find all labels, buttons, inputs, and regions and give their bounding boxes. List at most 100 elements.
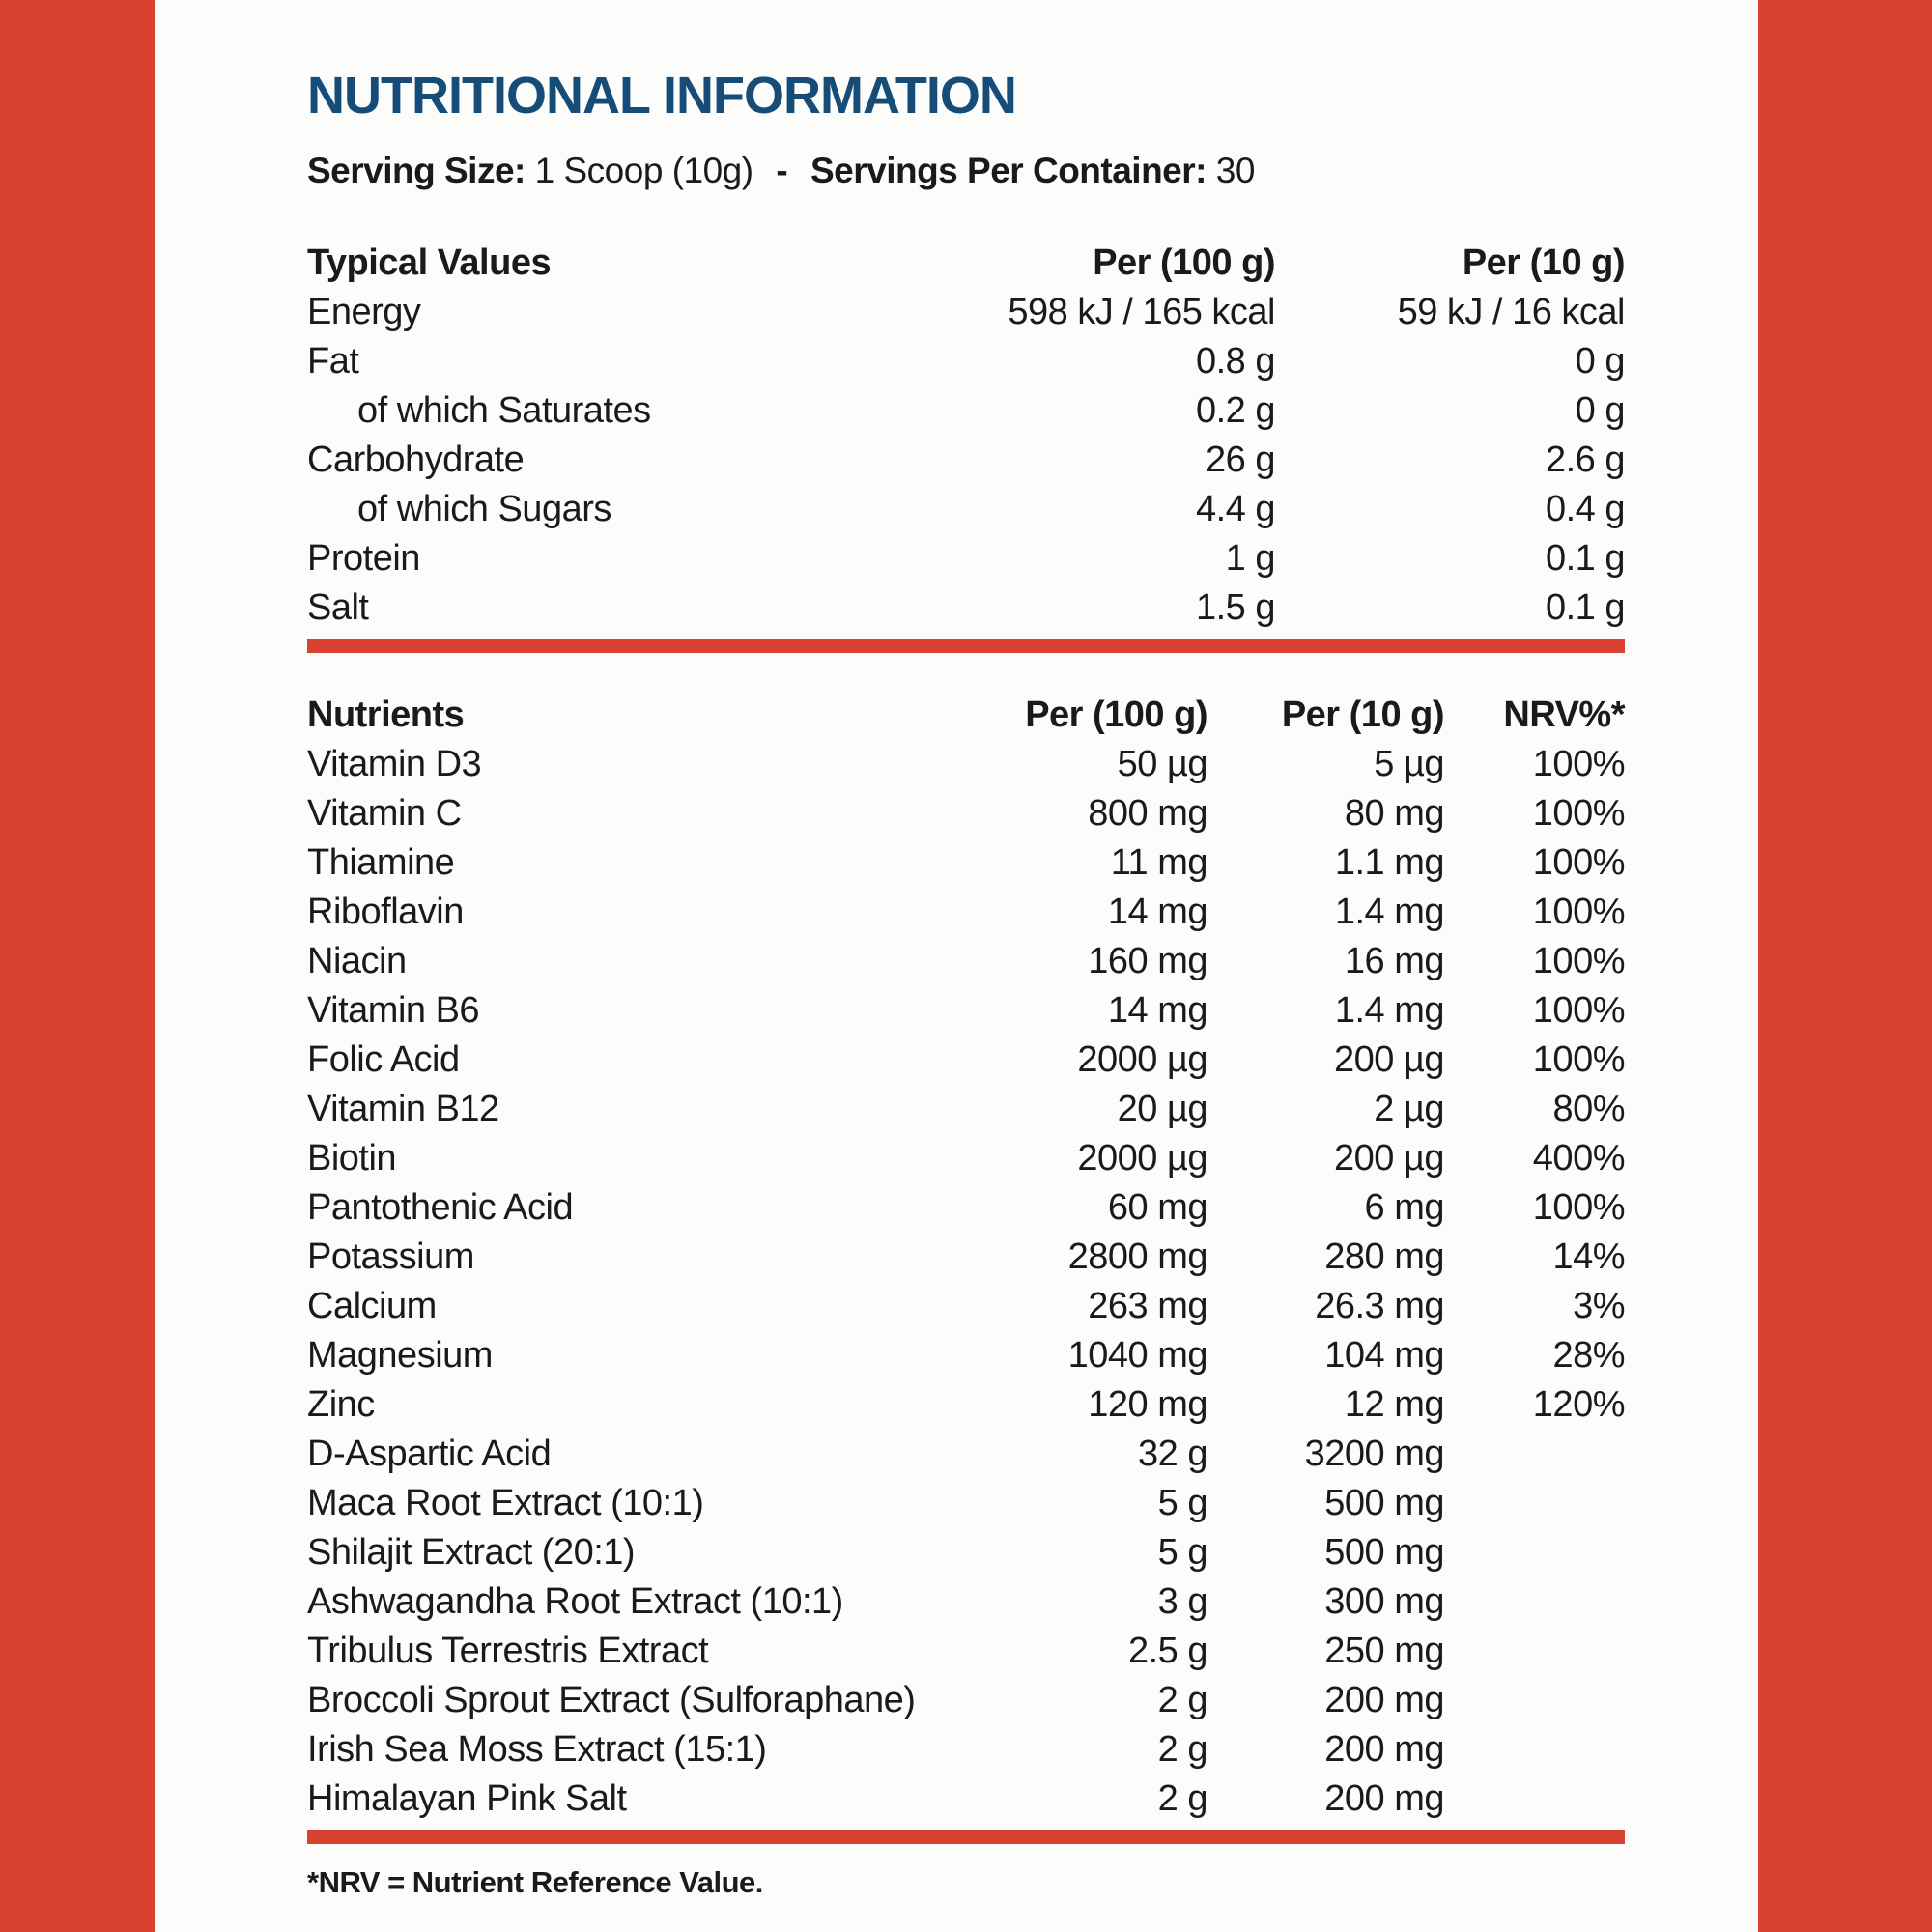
row-label: Broccoli Sprout Extract (Sulforaphane) [307, 1680, 916, 1720]
row-label: Calcium [307, 1286, 437, 1326]
table-row: Folic Acid 2000 µg 200 µg 100% [307, 1032, 1626, 1081]
row-label: Shilajit Extract (20:1) [307, 1532, 636, 1573]
value-per-100g: 3 g [1157, 1581, 1208, 1622]
table-row: Carbohydrate 26 g 2.6 g [307, 432, 1626, 481]
value-per-10g: 2.6 g [1545, 440, 1626, 480]
value-per-100g: 5 g [1157, 1483, 1208, 1523]
value-per-10g: 26.3 mg [1315, 1286, 1444, 1326]
value-per-10g: 0 g [1575, 390, 1626, 431]
value-nrv [1444, 1524, 1625, 1574]
servings-per-container-label: Servings Per Container: [810, 151, 1208, 190]
value-per-100g: 0.2 g [1195, 390, 1276, 431]
table-row: Energy 598 kJ / 165 kcal 59 kJ / 16 kcal [307, 284, 1626, 333]
value-per-100g: 2000 µg [1077, 1138, 1208, 1179]
nutrients-header-row: Nutrients Per (100 g) Per (10 g) NRV%* [307, 676, 1626, 736]
row-label: Protein [307, 538, 420, 579]
row-label: of which Sugars [357, 489, 611, 529]
value-per-10g: 200 µg [1334, 1138, 1445, 1179]
value-per-10g: 500 mg [1324, 1483, 1444, 1523]
table-row: Riboflavin 14 mg 1.4 mg 100% [307, 884, 1626, 933]
value-per-100g: 800 mg [1088, 793, 1208, 834]
row-label: D-Aspartic Acid [307, 1434, 552, 1474]
table-row: Broccoli Sprout Extract (Sulforaphane) 2 … [307, 1672, 1625, 1721]
divider-bar [307, 639, 1625, 653]
table-row: of which Saturates 0.2 g 0 g [307, 383, 1626, 432]
value-per-10g: 0.1 g [1545, 538, 1626, 579]
value-per-10g: 12 mg [1344, 1384, 1445, 1425]
table-row: Vitamin B6 14 mg 1.4 mg 100% [307, 982, 1626, 1032]
value-per-100g: 26 g [1206, 440, 1275, 480]
value-per-100g: 598 kJ / 165 kcal [1008, 292, 1275, 332]
value-nrv [1444, 1426, 1625, 1475]
row-label: Energy [307, 292, 421, 332]
row-label: Thiamine [307, 842, 455, 883]
value-nrv: 100% [1532, 892, 1626, 932]
row-label: Niacin [307, 941, 407, 981]
label-panel: NUTRITIONAL INFORMATION Serving Size: 1 … [155, 0, 1758, 1932]
value-nrv: 3% [1573, 1286, 1625, 1326]
value-nrv: 100% [1532, 1187, 1626, 1228]
row-label: Biotin [307, 1138, 397, 1179]
value-per-10g: 200 mg [1324, 1778, 1444, 1819]
table-row: Fat 0.8 g 0 g [307, 333, 1626, 383]
nutrients-header: Nutrients [307, 695, 465, 735]
value-per-100g: 50 µg [1117, 744, 1208, 784]
separator-dash: - [776, 151, 788, 190]
per-10g-header: Per (10 g) [1462, 242, 1626, 283]
value-per-100g: 120 mg [1088, 1384, 1208, 1425]
servings-per-container-value: 30 [1215, 151, 1256, 190]
value-per-10g: 1.4 mg [1334, 892, 1445, 932]
typical-values-table: Typical Values Per (100 g) Per (10 g) En… [307, 224, 1626, 629]
value-per-10g: 16 mg [1344, 941, 1445, 981]
value-nrv: 100% [1532, 1039, 1626, 1080]
value-per-100g: 1.5 g [1195, 587, 1276, 628]
divider-bar [307, 1830, 1625, 1844]
value-nrv: 14% [1552, 1236, 1625, 1277]
table-row: Vitamin C 800 mg 80 mg 100% [307, 785, 1626, 835]
row-label: Fat [307, 341, 359, 382]
row-label: Potassium [307, 1236, 474, 1277]
typical-values-header-row: Typical Values Per (100 g) Per (10 g) [307, 224, 1626, 284]
value-nrv [1444, 1475, 1625, 1524]
row-label: Vitamin B6 [307, 990, 480, 1031]
serving-size-label: Serving Size: [307, 151, 526, 190]
row-label: Vitamin C [307, 793, 462, 834]
nrv-header: NRV%* [1503, 695, 1625, 735]
value-per-100g: 4.4 g [1195, 489, 1276, 529]
value-per-10g: 0.4 g [1545, 489, 1626, 529]
value-per-10g: 3200 mg [1304, 1434, 1445, 1474]
value-per-100g: 1040 mg [1067, 1335, 1208, 1376]
serving-info: Serving Size: 1 Scoop (10g) - Servings P… [307, 151, 1625, 191]
table-row: Shilajit Extract (20:1) 5 g 500 mg [307, 1524, 1625, 1574]
value-per-100g: 2.5 g [1127, 1631, 1208, 1671]
value-per-10g: 5 µg [1374, 744, 1444, 784]
row-label: Ashwagandha Root Extract (10:1) [307, 1581, 843, 1622]
value-per-100g: 160 mg [1088, 941, 1208, 981]
nutrients-table: Nutrients Per (100 g) Per (10 g) NRV%* V… [307, 676, 1626, 1820]
value-per-100g: 2000 µg [1077, 1039, 1208, 1080]
value-per-10g: 250 mg [1324, 1631, 1444, 1671]
row-label: Pantothenic Acid [307, 1187, 574, 1228]
table-row: Magnesium 1040 mg 104 mg 28% [307, 1327, 1626, 1377]
value-nrv: 100% [1532, 744, 1626, 784]
table-row: D-Aspartic Acid 32 g 3200 mg [307, 1426, 1625, 1475]
value-nrv: 100% [1532, 990, 1626, 1031]
value-nrv: 100% [1532, 941, 1626, 981]
per-100g-header: Per (100 g) [1093, 242, 1275, 283]
value-per-100g: 11 mg [1110, 842, 1208, 883]
value-nrv [1444, 1721, 1625, 1771]
table-row: Zinc 120 mg 12 mg 120% [307, 1377, 1626, 1426]
value-per-10g: 280 mg [1324, 1236, 1444, 1277]
per-10g-header: Per (10 g) [1281, 695, 1445, 735]
value-per-10g: 0 g [1575, 341, 1626, 382]
value-per-100g: 2 g [1157, 1729, 1208, 1770]
value-per-100g: 60 mg [1107, 1187, 1208, 1228]
table-row: Thiamine 11 mg 1.1 mg 100% [307, 835, 1626, 884]
row-label: Vitamin B12 [307, 1089, 499, 1129]
value-per-100g: 20 µg [1117, 1089, 1208, 1129]
table-row: of which Sugars 4.4 g 0.4 g [307, 481, 1626, 530]
row-label: Carbohydrate [307, 440, 525, 480]
table-row: Protein 1 g 0.1 g [307, 530, 1626, 580]
value-per-100g: 14 mg [1107, 990, 1208, 1031]
value-nrv: 400% [1532, 1138, 1626, 1179]
